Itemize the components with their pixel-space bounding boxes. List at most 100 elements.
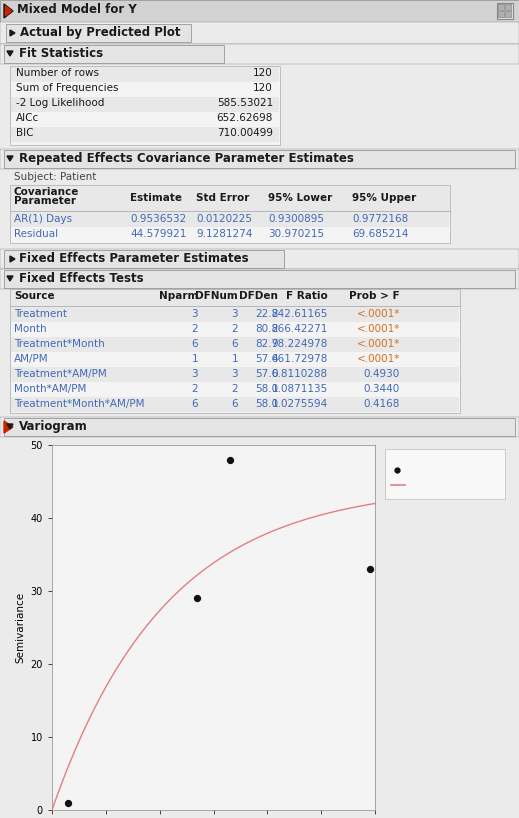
Bar <box>0 0 519 22</box>
Text: 1.0871135: 1.0871135 <box>272 384 328 394</box>
Text: 461.72978: 461.72978 <box>271 354 328 364</box>
Text: 3: 3 <box>192 369 198 379</box>
Text: Treatment*Month: Treatment*Month <box>14 339 105 349</box>
Polygon shape <box>6 6 11 16</box>
Text: 98.224978: 98.224978 <box>271 339 328 349</box>
Text: 82.7: 82.7 <box>255 339 278 349</box>
Point <box>365 563 374 576</box>
Text: AR1: AR1 <box>409 479 430 489</box>
Text: Legend: Legend <box>391 452 429 462</box>
Text: F Ratio: F Ratio <box>286 291 328 301</box>
Text: 57.6: 57.6 <box>255 354 278 364</box>
Bar <box>10 289 460 306</box>
Text: 30.970215: 30.970215 <box>268 229 324 239</box>
Text: 0.8110288: 0.8110288 <box>272 369 328 379</box>
Text: DFNum: DFNum <box>195 291 238 301</box>
Bar <box>505 11 511 17</box>
Text: 710.00499: 710.00499 <box>217 128 273 138</box>
Text: 69.685214: 69.685214 <box>352 229 408 239</box>
Text: 1: 1 <box>231 354 238 364</box>
Text: 22.8: 22.8 <box>255 309 278 319</box>
Polygon shape <box>7 51 13 56</box>
Text: 2: 2 <box>231 384 238 394</box>
Text: 1: 1 <box>192 354 198 364</box>
Text: AM/PM: AM/PM <box>14 354 49 364</box>
Bar <box>0 249 519 269</box>
Text: 652.62698: 652.62698 <box>216 113 273 123</box>
Point <box>225 453 234 466</box>
Text: Variogram: Variogram <box>19 420 88 433</box>
Bar <box>4 418 515 436</box>
Bar <box>11 82 279 97</box>
Text: Repeated Effects Covariance Parameter Estimates: Repeated Effects Covariance Parameter Es… <box>19 152 354 165</box>
Polygon shape <box>4 421 13 433</box>
Text: 6: 6 <box>192 339 198 349</box>
Text: <.0001*: <.0001* <box>357 339 400 349</box>
Text: 2: 2 <box>192 324 198 334</box>
Text: 2: 2 <box>192 384 198 394</box>
Text: 120: 120 <box>253 68 273 78</box>
Bar <box>0 149 519 169</box>
Text: 0.3440: 0.3440 <box>364 384 400 394</box>
Text: 242.61165: 242.61165 <box>271 309 328 319</box>
Text: -2 Log Likelihood: -2 Log Likelihood <box>16 98 104 108</box>
Text: 0.0120225: 0.0120225 <box>196 214 252 224</box>
Text: 0.9772168: 0.9772168 <box>352 214 408 224</box>
Text: 6: 6 <box>231 339 238 349</box>
Text: 95% Upper: 95% Upper <box>352 193 416 203</box>
Bar <box>11 352 459 367</box>
Text: 80.8: 80.8 <box>255 324 278 334</box>
Polygon shape <box>7 276 13 281</box>
Text: 2: 2 <box>231 324 238 334</box>
Text: Source: Source <box>14 291 54 301</box>
Bar <box>498 4 504 10</box>
Bar <box>11 367 459 382</box>
Text: 9.1281274: 9.1281274 <box>196 229 252 239</box>
Bar <box>6 24 191 42</box>
Text: AR(1) Days: AR(1) Days <box>14 214 72 224</box>
Text: 0.9536532: 0.9536532 <box>130 214 186 224</box>
Polygon shape <box>7 156 13 161</box>
Text: BIC: BIC <box>16 128 34 138</box>
Bar <box>10 66 280 145</box>
Text: 585.53021: 585.53021 <box>217 98 273 108</box>
Text: Mixed Model for Y: Mixed Model for Y <box>17 3 136 16</box>
Text: <.0001*: <.0001* <box>357 324 400 334</box>
Text: Treatment*Month*AM/PM: Treatment*Month*AM/PM <box>14 399 144 409</box>
Bar <box>10 185 450 211</box>
Text: 3: 3 <box>231 369 238 379</box>
Text: Residual: Residual <box>14 229 58 239</box>
Text: 44.579921: 44.579921 <box>130 229 186 239</box>
Bar <box>0 22 519 44</box>
Point <box>193 591 201 605</box>
Text: DFDen: DFDen <box>239 291 278 301</box>
Bar <box>4 150 515 168</box>
Bar <box>497 3 513 19</box>
Bar <box>11 337 459 352</box>
Text: 3: 3 <box>192 309 198 319</box>
Bar <box>11 67 279 82</box>
Bar <box>0 269 519 289</box>
Text: 0.4168: 0.4168 <box>364 399 400 409</box>
Text: Treatment: Treatment <box>14 309 67 319</box>
Bar <box>11 212 449 227</box>
Text: 6: 6 <box>192 399 198 409</box>
Bar <box>4 270 515 288</box>
Text: 1.0275594: 1.0275594 <box>272 399 328 409</box>
Text: Month*AM/PM: Month*AM/PM <box>14 384 86 394</box>
Bar <box>11 97 279 112</box>
Polygon shape <box>7 424 13 429</box>
Text: Covariance: Covariance <box>14 187 79 197</box>
Text: 3: 3 <box>231 309 238 319</box>
Text: <.0001*: <.0001* <box>357 354 400 364</box>
Text: Empirical: Empirical <box>405 464 454 474</box>
Bar <box>11 382 459 397</box>
Text: 95% Lower: 95% Lower <box>268 193 332 203</box>
Text: Parameter: Parameter <box>14 196 76 206</box>
Text: 0.9300895: 0.9300895 <box>268 214 324 224</box>
Text: 0.4930: 0.4930 <box>364 369 400 379</box>
Text: 120: 120 <box>253 83 273 93</box>
Polygon shape <box>10 30 15 36</box>
Text: <.0001*: <.0001* <box>357 309 400 319</box>
Text: Fixed Effects Tests: Fixed Effects Tests <box>19 272 144 285</box>
